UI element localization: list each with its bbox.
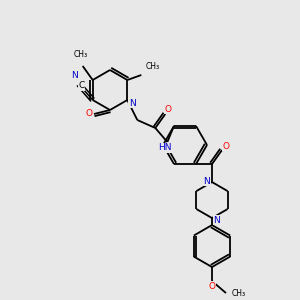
Text: C: C	[79, 82, 85, 91]
Text: O: O	[85, 110, 92, 118]
Text: O: O	[208, 282, 215, 291]
Text: CH₃: CH₃	[74, 50, 88, 59]
Text: N: N	[214, 216, 220, 225]
Text: O: O	[165, 104, 172, 113]
Text: CH₃: CH₃	[145, 62, 159, 71]
Text: HN: HN	[159, 143, 172, 152]
Text: CH₃: CH₃	[232, 289, 246, 298]
Text: N: N	[71, 71, 78, 80]
Text: N: N	[204, 177, 210, 186]
Text: O: O	[223, 142, 230, 151]
Text: N: N	[129, 98, 136, 107]
